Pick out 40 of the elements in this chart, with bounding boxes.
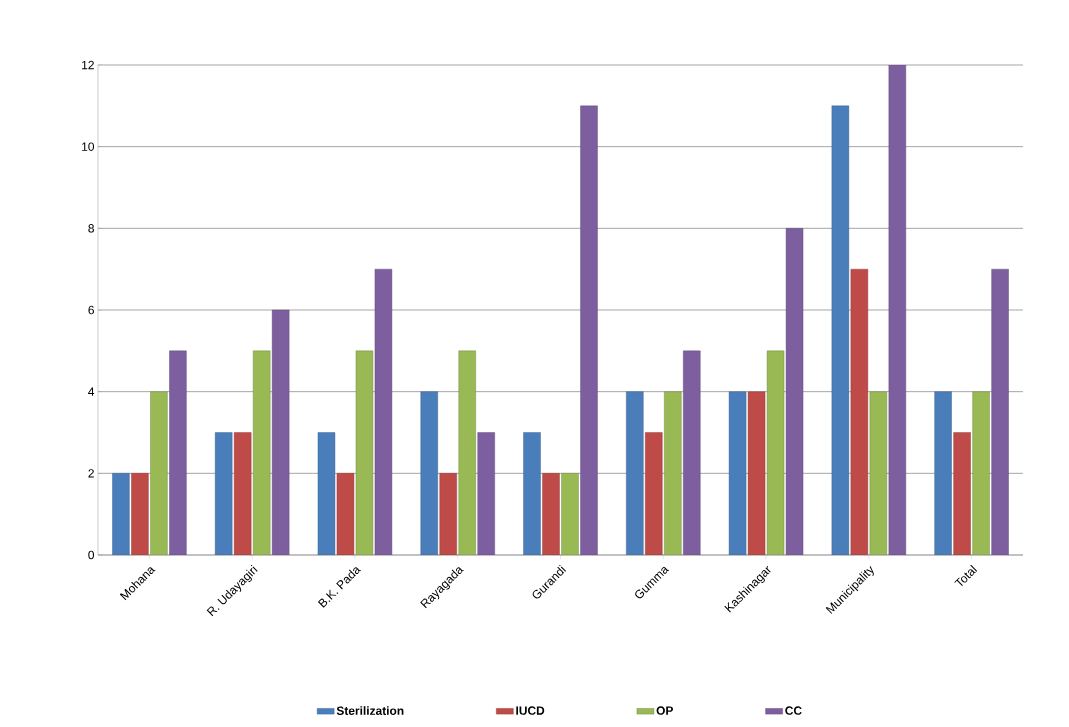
- legend-label: Sterilization: [336, 706, 404, 715]
- y-tick-label: 0: [88, 550, 95, 560]
- bar: [626, 391, 644, 555]
- bar: [561, 473, 579, 555]
- y-tick-label: 12: [82, 60, 94, 70]
- bar: [972, 391, 990, 555]
- bar: [683, 350, 701, 555]
- legend-label: OP: [656, 706, 673, 715]
- bar: [523, 432, 541, 555]
- bar: [664, 391, 682, 555]
- bar: [214, 432, 233, 555]
- bar: [439, 473, 457, 555]
- bar: [991, 268, 1009, 555]
- bar: [934, 391, 952, 555]
- bar: [888, 65, 907, 555]
- bar: [542, 473, 560, 555]
- bar: [850, 268, 869, 555]
- bar: [458, 350, 476, 555]
- bar: [420, 391, 438, 555]
- bar: [580, 105, 598, 555]
- y-tick-label: 6: [88, 305, 94, 315]
- y-tick-label: 2: [88, 469, 94, 478]
- legend-label: CC: [785, 706, 802, 715]
- bar: [953, 432, 971, 555]
- bar: [869, 391, 888, 555]
- bar: [374, 268, 393, 555]
- legend-label: IUCD: [516, 706, 545, 715]
- y-tick-label: 10: [82, 142, 95, 151]
- bar: [252, 350, 271, 555]
- bar: [785, 228, 804, 555]
- y-tick-label: 4: [88, 387, 95, 396]
- bar: [169, 350, 187, 555]
- bar: [271, 309, 290, 555]
- bar: [131, 473, 149, 555]
- bar: [233, 432, 252, 555]
- y-tick-label: 8: [88, 224, 94, 233]
- bar: [112, 473, 130, 555]
- bar: [645, 432, 663, 555]
- bar: [150, 391, 168, 555]
- bar: [477, 432, 495, 555]
